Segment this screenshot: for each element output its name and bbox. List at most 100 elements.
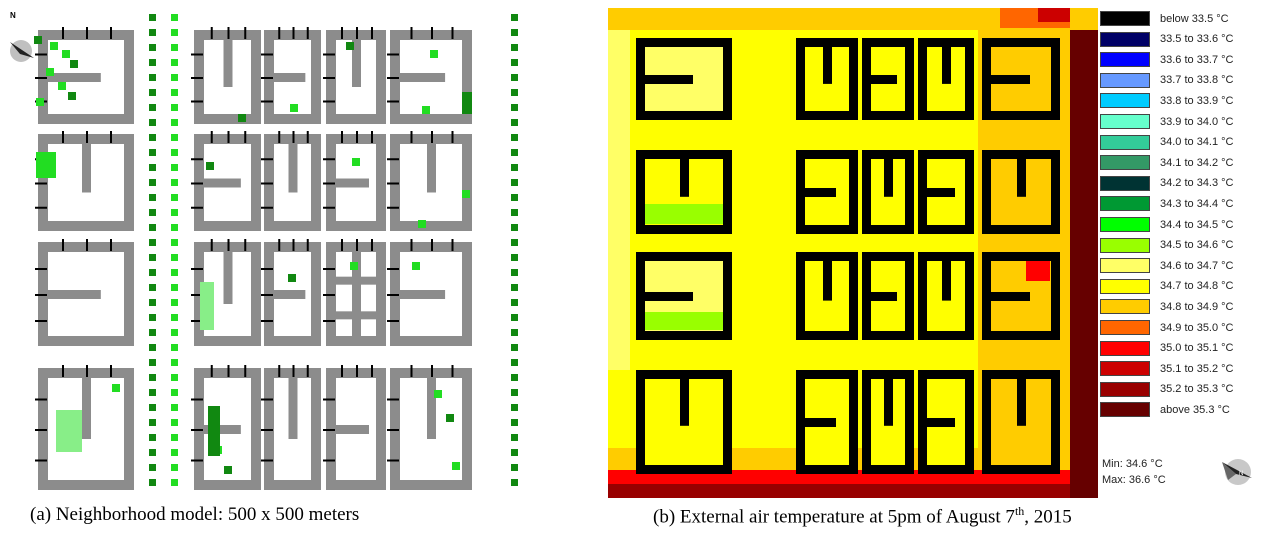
- tree: [290, 104, 298, 112]
- wall-edge: [306, 131, 309, 143]
- wall-edge: [261, 100, 273, 103]
- block: [862, 252, 914, 340]
- building: [352, 40, 361, 87]
- wall-edge: [371, 27, 373, 39]
- wall-edge: [356, 131, 358, 143]
- legend-label: above 35.3 °C: [1160, 403, 1230, 416]
- tree: [149, 314, 156, 321]
- wall-edge: [244, 365, 247, 377]
- tree: [352, 158, 360, 166]
- building: [274, 290, 306, 299]
- legend-swatch: [1100, 93, 1150, 109]
- legend-label: 34.0 to 34.1 °C: [1160, 136, 1234, 149]
- block: [636, 370, 732, 474]
- building: [204, 425, 241, 434]
- wall-edge: [431, 365, 433, 377]
- wall-edge: [62, 239, 64, 251]
- tree: [149, 269, 156, 276]
- tree: [511, 239, 518, 246]
- wall-edge: [35, 429, 47, 431]
- wall-edge: [261, 206, 273, 209]
- building: [645, 292, 693, 301]
- tree: [149, 404, 156, 411]
- building: [288, 144, 298, 193]
- wall-edge: [86, 131, 88, 143]
- legend-swatch: [1100, 217, 1150, 232]
- legend-swatch: [1100, 134, 1150, 150]
- wall-edge: [323, 100, 335, 103]
- tree: [462, 190, 470, 198]
- wall-edge: [261, 459, 273, 462]
- wall-edge: [35, 206, 47, 209]
- tree: [511, 329, 518, 336]
- tree: [430, 50, 438, 58]
- wall-edge: [227, 27, 230, 39]
- block: [982, 370, 1060, 474]
- caption-b-main: (b) External air temperature at 5pm of A…: [653, 506, 1015, 528]
- tree: [511, 29, 518, 36]
- building: [927, 418, 955, 427]
- block: [862, 370, 914, 474]
- wall-edge: [292, 239, 295, 251]
- legend-entry: 34.2 to 34.3 °C: [1100, 175, 1234, 192]
- tree: [149, 44, 156, 51]
- building: [680, 379, 689, 426]
- tree: [422, 106, 430, 114]
- tree: [149, 299, 156, 306]
- legend-swatch: [1100, 381, 1150, 397]
- building: [942, 47, 951, 84]
- tree-group: [208, 406, 220, 456]
- wall-edge: [410, 27, 413, 39]
- wall-edge: [387, 182, 399, 185]
- building: [352, 252, 361, 336]
- wall-edge: [371, 239, 373, 251]
- tree: [171, 479, 178, 486]
- building: [1017, 159, 1026, 197]
- tree: [511, 164, 518, 171]
- block: [862, 38, 914, 120]
- wall-edge: [244, 27, 247, 39]
- wall-edge: [191, 158, 203, 161]
- legend-entry: 35.0 to 35.1 °C: [1100, 340, 1234, 357]
- building: [336, 425, 369, 434]
- tree: [171, 224, 178, 231]
- wall-edge: [191, 294, 203, 296]
- block: [323, 27, 386, 124]
- tree-group: [200, 282, 214, 330]
- block: [35, 239, 134, 346]
- wall-edge: [306, 27, 309, 39]
- tree: [171, 59, 178, 66]
- wall-edge: [86, 365, 88, 377]
- wall-edge: [451, 27, 454, 39]
- tree-group: [462, 92, 472, 114]
- wall-edge: [410, 365, 413, 377]
- tree: [511, 419, 518, 426]
- tree: [511, 14, 518, 21]
- wall-edge: [323, 77, 335, 79]
- tree: [171, 14, 178, 21]
- tree: [511, 404, 518, 411]
- wall-edge: [387, 268, 399, 270]
- building: [823, 47, 832, 84]
- legend-entry: 34.4 to 34.5 °C: [1100, 216, 1234, 233]
- tree: [149, 254, 156, 261]
- wall-edge: [35, 459, 47, 462]
- wall-edge: [261, 320, 273, 322]
- wall-edge: [451, 239, 454, 251]
- wall-edge: [261, 182, 273, 185]
- wall-edge: [387, 459, 399, 462]
- tree: [149, 389, 156, 396]
- wall-edge: [323, 268, 335, 270]
- wall-edge: [278, 239, 281, 251]
- wall-edge: [227, 239, 230, 251]
- block: [918, 38, 974, 120]
- wall-edge: [191, 77, 203, 79]
- tree: [149, 359, 156, 366]
- temperature-zone: [608, 484, 1070, 498]
- block: [35, 365, 134, 490]
- block: [323, 365, 386, 490]
- temperature-map: [608, 8, 1098, 498]
- wall-edge: [278, 27, 281, 39]
- legend-entry: 34.1 to 34.2 °C: [1100, 154, 1234, 171]
- tree: [511, 44, 518, 51]
